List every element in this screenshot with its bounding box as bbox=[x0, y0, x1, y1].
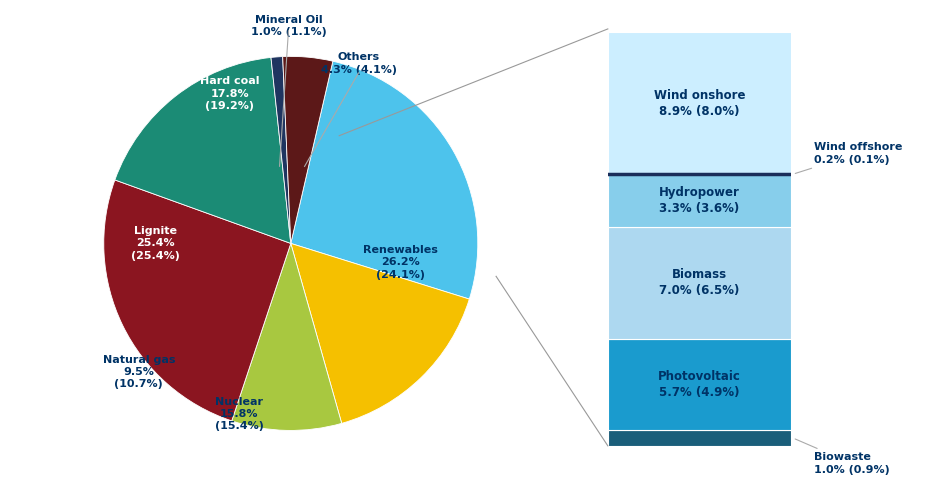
Wedge shape bbox=[114, 57, 291, 243]
Wedge shape bbox=[271, 56, 291, 243]
Text: Hard coal
17.8%
(19.2%): Hard coal 17.8% (19.2%) bbox=[200, 77, 260, 111]
Bar bbox=[608, 430, 791, 446]
Text: Biowaste
1.0% (0.9%): Biowaste 1.0% (0.9%) bbox=[795, 439, 890, 475]
Text: Wind offshore
0.2% (0.1%): Wind offshore 0.2% (0.1%) bbox=[795, 142, 902, 174]
Wedge shape bbox=[232, 243, 341, 430]
Text: Nuclear
15.8%
(15.4%): Nuclear 15.8% (15.4%) bbox=[215, 397, 264, 431]
Wedge shape bbox=[104, 180, 291, 421]
Wedge shape bbox=[282, 56, 333, 243]
Wedge shape bbox=[291, 61, 477, 299]
Text: Lignite
25.4%
(25.4%): Lignite 25.4% (25.4%) bbox=[130, 226, 180, 261]
Text: Renewables
26.2%
(24.1%): Renewables 26.2% (24.1%) bbox=[363, 245, 438, 280]
Bar bbox=[608, 227, 791, 339]
Text: Hydropower
3.3% (3.6%): Hydropower 3.3% (3.6%) bbox=[658, 186, 740, 215]
Text: Wind onshore
8.9% (8.0%): Wind onshore 8.9% (8.0%) bbox=[654, 89, 745, 118]
Text: Photovoltaic
5.7% (4.9%): Photovoltaic 5.7% (4.9%) bbox=[658, 370, 741, 399]
Text: Mineral Oil
1.0% (1.1%): Mineral Oil 1.0% (1.1%) bbox=[250, 15, 326, 37]
Bar bbox=[608, 32, 791, 174]
Bar bbox=[608, 339, 791, 430]
Text: Others
4.3% (4.1%): Others 4.3% (4.1%) bbox=[321, 52, 397, 75]
Text: Natural gas
9.5%
(10.7%): Natural gas 9.5% (10.7%) bbox=[102, 355, 175, 389]
Bar bbox=[608, 174, 791, 227]
Text: Biomass
7.0% (6.5%): Biomass 7.0% (6.5%) bbox=[659, 268, 739, 297]
Wedge shape bbox=[291, 243, 469, 423]
